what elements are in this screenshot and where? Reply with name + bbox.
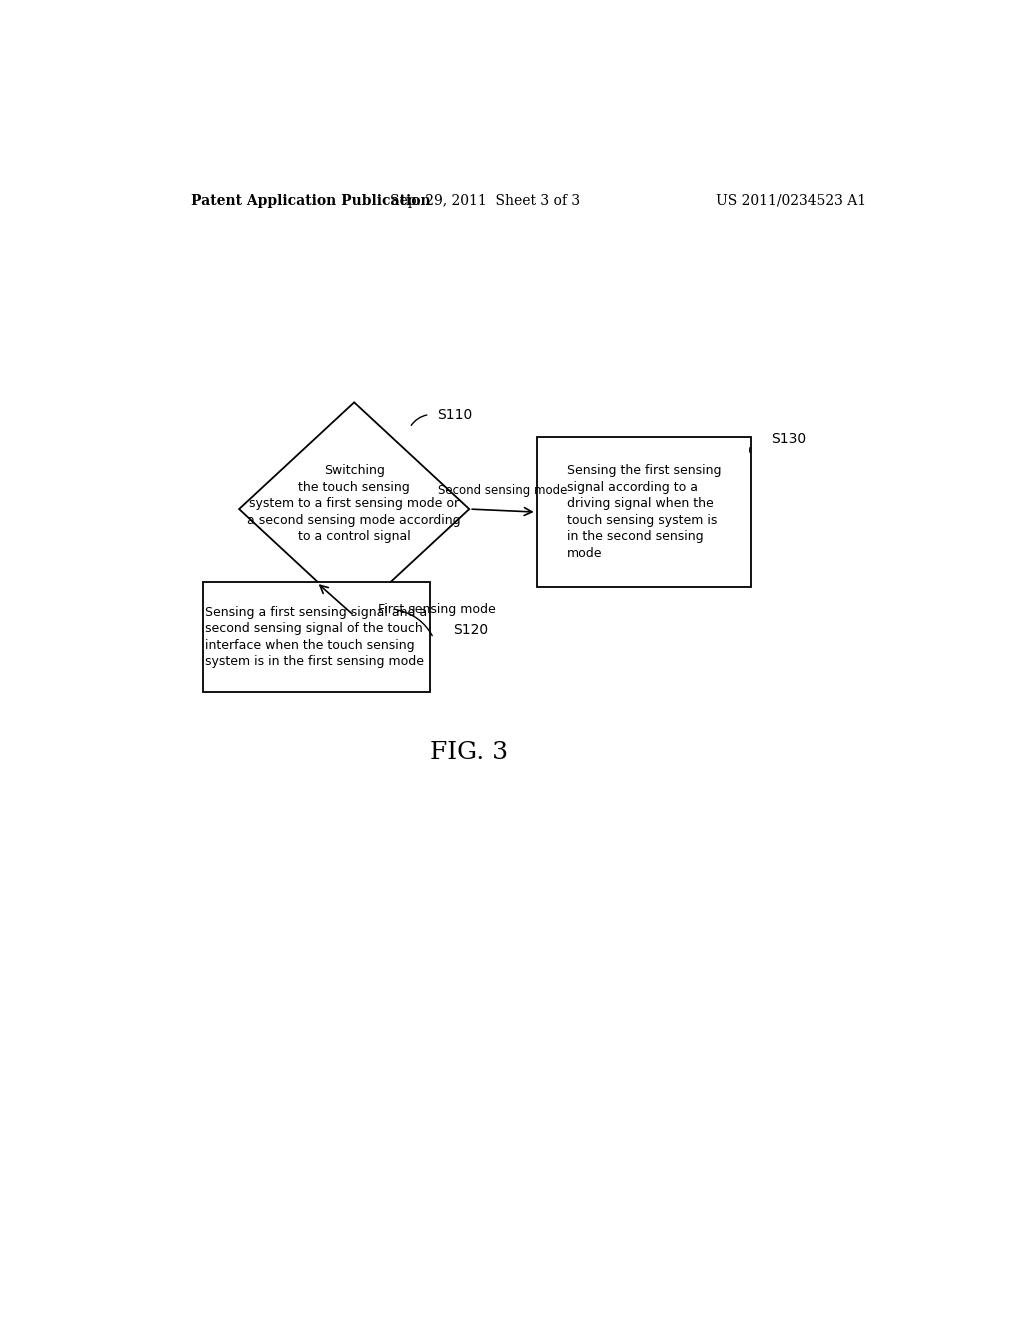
Text: First sensing mode: First sensing mode <box>378 603 496 615</box>
Text: US 2011/0234523 A1: US 2011/0234523 A1 <box>716 194 866 209</box>
Text: Second sensing mode: Second sensing mode <box>438 484 567 496</box>
Text: Sensing a first sensing signal and a
second sensing signal of the touch
interfac: Sensing a first sensing signal and a sec… <box>206 606 428 668</box>
Text: FIG. 3: FIG. 3 <box>430 742 508 764</box>
Text: S130: S130 <box>771 432 806 446</box>
Text: Patent Application Publication: Patent Application Publication <box>191 194 431 209</box>
Text: Sep. 29, 2011  Sheet 3 of 3: Sep. 29, 2011 Sheet 3 of 3 <box>390 194 581 209</box>
Text: Sensing the first sensing
signal according to a
driving signal when the
touch se: Sensing the first sensing signal accordi… <box>566 465 721 560</box>
Text: S120: S120 <box>454 623 488 638</box>
Bar <box>204 582 430 692</box>
Text: Switching
the touch sensing
system to a first sensing mode or
a second sensing m: Switching the touch sensing system to a … <box>248 465 461 544</box>
Text: S110: S110 <box>437 408 473 421</box>
Bar <box>537 437 751 587</box>
